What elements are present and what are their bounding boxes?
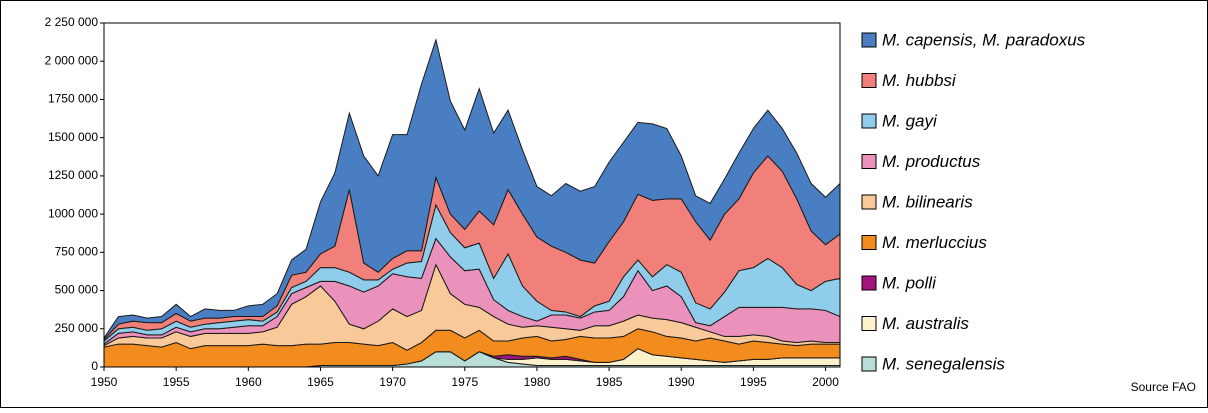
y-tick-label: 1000 000 bbox=[48, 206, 98, 220]
x-tick-label: 1980 bbox=[524, 375, 551, 389]
x-tick-label: 1960 bbox=[235, 375, 262, 389]
legend-swatch bbox=[861, 356, 877, 372]
legend-swatch bbox=[861, 113, 877, 129]
legend-swatch bbox=[861, 73, 877, 88]
legend-swatch bbox=[861, 32, 877, 48]
legend-label: M. hubbsi bbox=[882, 71, 957, 90]
y-tick-label: 750 000 bbox=[55, 245, 99, 259]
legend-swatch bbox=[861, 154, 877, 169]
x-tick-label: 1975 bbox=[451, 375, 478, 389]
x-tick-label: 1995 bbox=[740, 375, 767, 389]
y-tick-label: 1750 000 bbox=[48, 92, 98, 106]
legend-label: M. australis bbox=[882, 314, 969, 333]
legend-label: M. productus bbox=[882, 152, 981, 171]
legend-label: M. bilinearis bbox=[882, 192, 973, 211]
y-tick-label: 1500 000 bbox=[48, 130, 98, 144]
x-tick-label: 1970 bbox=[379, 375, 406, 389]
legend-swatch bbox=[861, 275, 877, 291]
y-tick-label: 250 000 bbox=[55, 321, 99, 335]
source-note: Source FAO bbox=[1131, 380, 1196, 394]
y-tick-label: 0 bbox=[91, 359, 98, 373]
legend-label: M. polli bbox=[882, 273, 937, 292]
y-tick-label: 1250 000 bbox=[48, 168, 98, 182]
y-tick-label: 500 000 bbox=[55, 283, 99, 297]
x-tick-label: 1965 bbox=[307, 375, 334, 389]
x-tick-label: 1955 bbox=[163, 375, 190, 389]
x-tick-label: 1990 bbox=[668, 375, 695, 389]
legend-label: M. merluccius bbox=[882, 233, 987, 252]
legend-swatch bbox=[861, 194, 877, 210]
plot-frame bbox=[103, 22, 841, 368]
y-tick-label: 2 250 000 bbox=[45, 15, 99, 29]
x-tick-label: 1985 bbox=[596, 375, 623, 389]
x-tick-label: 1950 bbox=[91, 375, 118, 389]
legend-label: M. senegalensis bbox=[882, 354, 1005, 373]
x-tick-label: 2000 bbox=[812, 375, 839, 389]
legend-swatch bbox=[861, 235, 877, 250]
y-tick-label: 2 000 000 bbox=[45, 53, 99, 67]
legend-label: M. gayi bbox=[882, 111, 938, 130]
legend-label: M. capensis, M. paradoxus bbox=[882, 30, 1086, 49]
legend-swatch bbox=[861, 316, 877, 331]
